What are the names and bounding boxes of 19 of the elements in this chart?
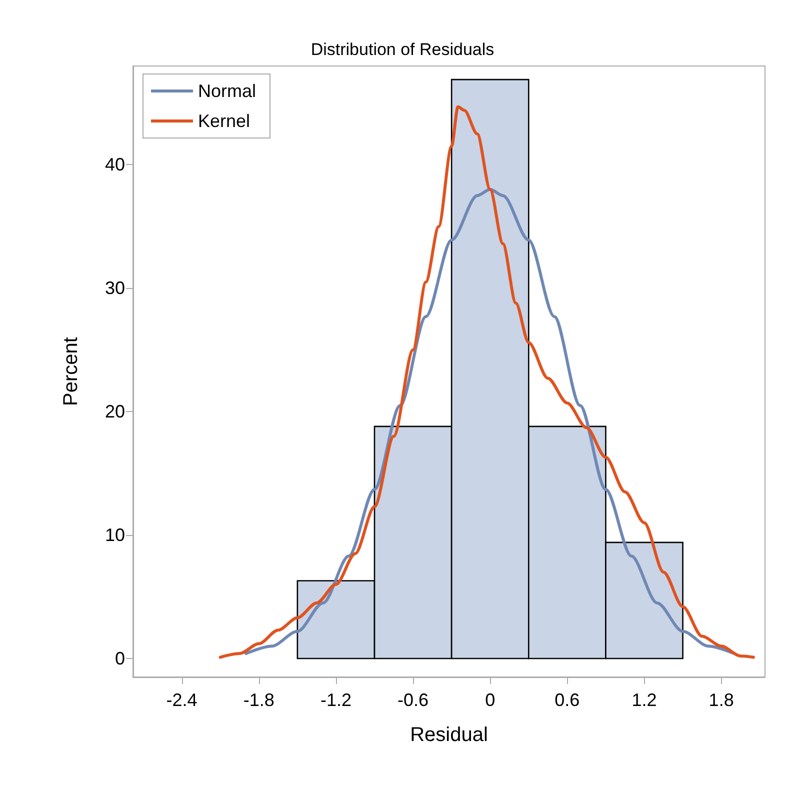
x-tick-label: 1.8 xyxy=(708,690,734,710)
x-tick-label: -1.8 xyxy=(243,690,274,710)
y-tick-label: 20 xyxy=(104,402,125,422)
y-tick-label: 10 xyxy=(104,525,125,546)
x-tick-label: 1.2 xyxy=(632,690,657,710)
y-tick-label: 0 xyxy=(114,648,125,668)
x-axis-title: Residual xyxy=(410,724,488,746)
x-tick-label: 0.6 xyxy=(554,690,580,710)
y-tick-label: 30 xyxy=(104,278,125,298)
y-axis-title: Percent xyxy=(60,336,82,406)
y-tick-label: 40 xyxy=(104,154,125,175)
x-tick-label: -2.4 xyxy=(166,690,198,710)
x-tick-label: -0.6 xyxy=(398,690,429,710)
x-tick-label: -1.2 xyxy=(320,690,352,710)
legend-label: Kernel xyxy=(198,111,250,131)
chart-title: Distribution of Residuals xyxy=(310,40,494,59)
x-tick-label: 0 xyxy=(485,690,496,710)
line-series xyxy=(244,188,736,656)
legend-label: Normal xyxy=(198,81,256,101)
